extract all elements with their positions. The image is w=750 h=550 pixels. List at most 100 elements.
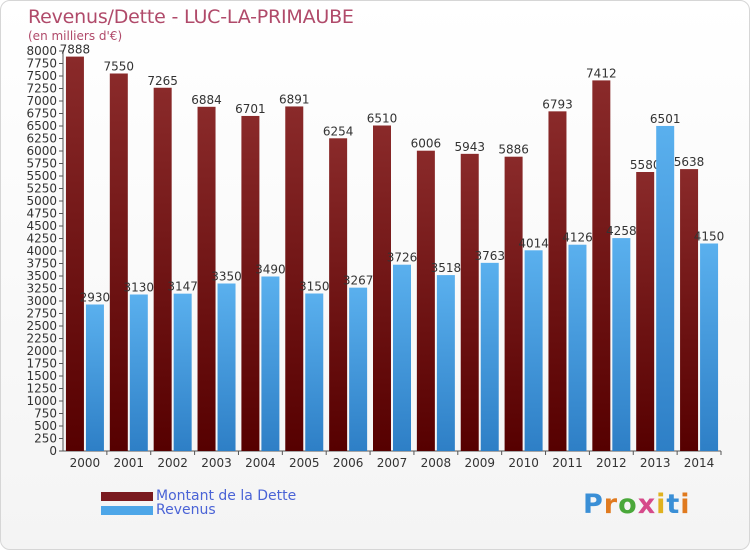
bar-revenus [524,250,543,451]
bar-dette [504,156,523,451]
x-tick-label: 2010 [508,456,539,470]
y-tick-label: 4750 [26,207,57,221]
y-tick-label: 8000 [26,44,57,58]
bar-dette [636,172,655,451]
data-label-revenus: 3518 [431,261,462,275]
bar-dette [680,169,699,451]
data-label-revenus: 3490 [255,263,286,277]
x-tick-label: 2007 [377,456,408,470]
data-label-dette: 5638 [674,155,705,169]
y-tick-label: 1000 [26,394,57,408]
y-tick-label: 6250 [26,132,57,146]
bar-revenus [305,293,324,451]
bar-revenus [173,293,192,451]
y-tick-label: 7500 [26,69,57,83]
legend-item-revenus: Revenus [101,502,216,518]
data-label-dette: 5886 [498,143,529,157]
y-tick-label: 750 [34,407,57,421]
y-tick-label: 500 [34,419,57,433]
x-tick-label: 2002 [157,456,188,470]
y-tick-label: 1500 [26,369,57,383]
bar-dette [197,106,216,452]
bar-revenus [349,287,368,451]
data-label-dette: 7265 [147,74,178,88]
x-tick-label: 2001 [114,456,145,470]
y-tick-label: 0 [49,444,57,458]
y-tick-label: 6000 [26,144,57,158]
bar-dette [548,111,567,451]
data-label-dette: 6884 [191,93,222,107]
y-tick-label: 250 [34,432,57,446]
data-label-revenus: 3763 [474,249,505,263]
x-tick-label: 2004 [245,456,276,470]
bar-revenus [656,125,675,451]
y-tick-label: 2750 [26,307,57,321]
x-tick-label: 2011 [552,456,583,470]
bar-revenus [568,244,587,451]
y-tick-label: 7000 [26,94,57,108]
data-label-dette: 6793 [542,97,573,111]
y-tick-label: 1750 [26,357,57,371]
data-label-revenus: 4258 [606,224,637,238]
x-tick-label: 2009 [464,456,495,470]
bar-revenus [261,276,280,451]
y-tick-label: 3000 [26,294,57,308]
data-label-revenus: 3267 [343,274,374,288]
y-tick-label: 2000 [26,344,57,358]
x-tick-label: 2014 [684,456,715,470]
y-tick-label: 7750 [26,57,57,71]
legend-label-revenus: Revenus [156,502,216,518]
proxiti-logo: Proxiti [583,489,691,520]
legend-item-dette: Montant de la Dette [101,488,296,504]
bar-revenus [436,275,455,451]
x-tick-label: 2008 [421,456,452,470]
y-tick-label: 3250 [26,282,57,296]
x-tick-label: 2013 [640,456,671,470]
data-label-dette: 6510 [367,112,398,126]
data-label-revenus: 3150 [299,280,330,294]
y-tick-label: 2500 [26,319,57,333]
y-tick-label: 5250 [26,182,57,196]
data-label-dette: 6006 [411,137,442,151]
x-tick-label: 2006 [333,456,364,470]
legend-swatch-dette [101,491,153,501]
bar-revenus [217,283,236,451]
bar-dette [153,87,172,451]
bar-dette [109,73,128,451]
data-label-dette: 6891 [279,92,310,106]
bar-revenus [85,304,104,451]
data-label-dette: 7412 [586,66,617,80]
y-tick-label: 3750 [26,257,57,271]
bar-dette [285,106,304,451]
y-tick-label: 5750 [26,157,57,171]
chart-title: Revenus/Dette - LUC-LA-PRIMAUBE [28,6,354,28]
y-tick-label: 5000 [26,194,57,208]
y-tick-label: 4250 [26,232,57,246]
data-label-revenus: 3147 [167,280,198,294]
y-tick-label: 3500 [26,269,57,283]
data-label-dette: 5943 [454,140,485,154]
bar-dette [592,80,611,452]
data-label-revenus: 3726 [387,251,418,265]
bar-dette [329,138,348,452]
bar-revenus [129,294,148,451]
data-label-revenus: 4014 [518,236,549,250]
data-label-revenus: 4126 [562,231,593,245]
y-tick-label: 1250 [26,382,57,396]
y-tick-label: 6500 [26,119,57,133]
y-tick-label: 4000 [26,244,57,258]
data-label-dette: 7888 [60,43,91,57]
bar-revenus [393,264,411,451]
data-label-revenus: 4150 [694,230,725,244]
bar-revenus [612,238,631,451]
data-label-dette: 6701 [235,102,266,116]
x-tick-label: 2012 [596,456,627,470]
bar-revenus [480,262,499,451]
y-tick-label: 7250 [26,82,57,96]
data-label-revenus: 2930 [80,291,111,305]
bar-dette [373,125,391,451]
bar-dette [65,56,84,451]
data-label-revenus: 3350 [211,270,242,284]
